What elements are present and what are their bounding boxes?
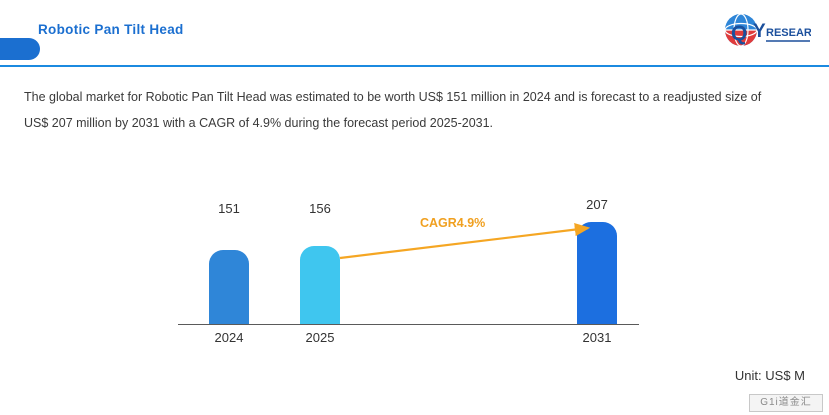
unit-label: Unit: US$ M [734,368,805,383]
qyresearch-logo: Q Y RESEARCH [719,12,811,56]
summary-paragraph: The global market for Robotic Pan Tilt H… [24,90,762,130]
svg-text:Q: Q [731,22,747,45]
x-axis-line [178,324,639,325]
bar-value-2025: 156 [309,201,331,216]
bar-value-2024: 151 [218,201,240,216]
svg-text:RESEARCH: RESEARCH [766,27,811,39]
page-title: Robotic Pan Tilt Head [38,22,184,37]
cagr-label: CAGR4.9% [420,216,486,230]
header-divider [0,65,829,67]
bar-2025 [300,246,340,324]
x-tick-2025: 2025 [305,330,335,345]
watermark: G1i道金汇 [749,394,823,412]
bar-value-2031: 207 [586,197,608,212]
x-tick-2031: 2031 [582,330,612,345]
bar-chart: 151 156 207 2024 2025 2031 CAGR4.9% [0,170,829,355]
bar-2024 [209,250,249,324]
bar-2031 [577,222,617,324]
header-accent-tab [0,38,40,60]
page-header: Robotic Pan Tilt Head Q Y RESEARCH [0,0,829,67]
svg-text:Y: Y [753,21,766,42]
x-tick-2024: 2024 [214,330,244,345]
cagr-arrow-icon [339,223,591,260]
